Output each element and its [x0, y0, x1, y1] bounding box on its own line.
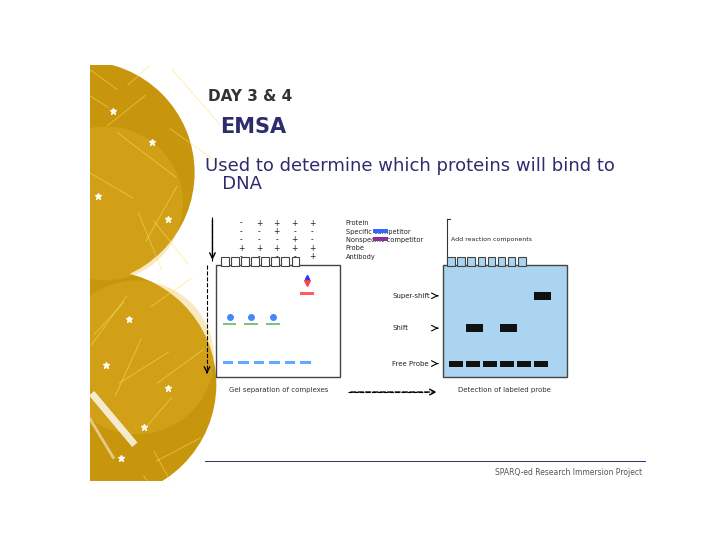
Text: Super-shift: Super-shift [392, 293, 430, 299]
Text: +: + [274, 244, 280, 253]
Text: Shift: Shift [392, 325, 408, 331]
Bar [300, 361, 311, 363]
Text: +: + [309, 244, 315, 253]
Bar [517, 361, 531, 367]
Bar [216, 265, 341, 377]
Text: SPARQ-ed Research Immersion Project: SPARQ-ed Research Immersion Project [495, 468, 642, 476]
Bar [284, 361, 295, 363]
Bar [483, 361, 497, 367]
Bar [467, 257, 475, 266]
Text: DNA: DNA [204, 175, 261, 193]
Bar [466, 325, 483, 332]
Bar [261, 257, 269, 266]
Text: -: - [258, 227, 261, 236]
Text: Used to determine which proteins will bind to: Used to determine which proteins will bi… [204, 157, 615, 175]
Bar [457, 257, 465, 266]
Bar [443, 265, 567, 377]
Bar [231, 257, 239, 266]
Bar [222, 361, 233, 363]
Text: +: + [309, 252, 315, 261]
Text: -: - [258, 252, 261, 261]
Bar [477, 257, 485, 266]
Bar [518, 257, 526, 266]
Text: +: + [292, 235, 298, 245]
Circle shape [0, 61, 194, 284]
Text: -: - [258, 235, 261, 245]
Bar [373, 237, 388, 241]
Text: Specific competitor: Specific competitor [346, 228, 410, 234]
Text: Antibody: Antibody [346, 254, 376, 260]
Bar [244, 323, 258, 325]
Text: Detection of labeled probe: Detection of labeled probe [458, 387, 551, 394]
Text: -: - [240, 227, 243, 236]
Text: DAY 3 & 4: DAY 3 & 4 [208, 90, 292, 104]
Circle shape [59, 280, 214, 434]
Text: -: - [240, 252, 243, 261]
Text: Gel separation of complexes: Gel separation of complexes [229, 387, 328, 394]
Bar [466, 361, 480, 367]
Text: Free Probe: Free Probe [392, 361, 429, 367]
Bar [449, 361, 463, 367]
Bar [238, 361, 249, 363]
Bar [251, 257, 259, 266]
Text: +: + [238, 244, 244, 253]
Text: Nonspecific competitor: Nonspecific competitor [346, 237, 423, 243]
Bar [253, 361, 264, 363]
Text: -: - [311, 235, 314, 245]
Bar [222, 323, 236, 325]
Bar [500, 325, 517, 332]
Bar [534, 292, 551, 300]
Circle shape [0, 271, 216, 498]
Text: -: - [275, 235, 278, 245]
Bar [241, 257, 249, 266]
Bar [269, 361, 280, 363]
Text: +: + [274, 227, 280, 236]
Text: +: + [274, 219, 280, 227]
Text: Add reaction components: Add reaction components [451, 238, 532, 242]
Text: -: - [240, 235, 243, 245]
Text: Protein: Protein [346, 220, 369, 226]
Bar [221, 257, 229, 266]
Text: +: + [256, 219, 262, 227]
Text: -: - [293, 227, 296, 236]
Bar [300, 292, 314, 295]
Bar [508, 257, 516, 266]
Text: -: - [311, 227, 314, 236]
Bar [373, 229, 388, 233]
Bar [487, 257, 495, 266]
Text: EMSA: EMSA [220, 117, 287, 137]
Bar [266, 323, 280, 325]
Text: +: + [309, 219, 315, 227]
Circle shape [28, 126, 183, 280]
Bar [534, 361, 548, 367]
Text: -: - [240, 219, 243, 227]
Bar [498, 257, 505, 266]
Text: -: - [275, 252, 278, 261]
Text: -: - [293, 252, 296, 261]
Text: +: + [292, 244, 298, 253]
Bar [282, 257, 289, 266]
Text: Probe: Probe [346, 246, 365, 252]
Text: +: + [256, 244, 262, 253]
Bar [500, 361, 514, 367]
Bar [447, 257, 455, 266]
Text: +: + [292, 219, 298, 227]
Bar [292, 257, 300, 266]
Bar [271, 257, 279, 266]
